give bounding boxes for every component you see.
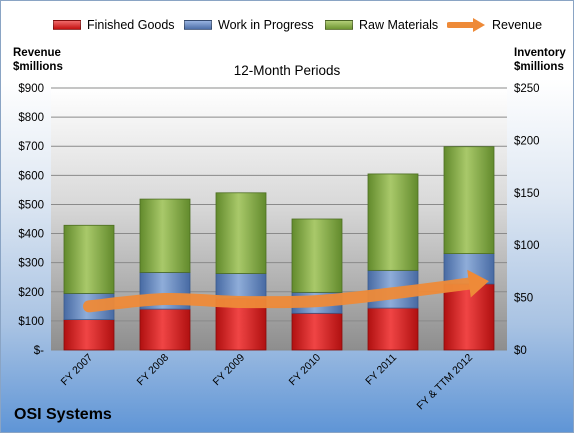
bar-raw-materials — [367, 173, 419, 271]
bar-raw-materials — [139, 198, 191, 273]
legend-label-finished-goods: Finished Goods — [87, 18, 175, 32]
right-axis-title: Inventory $millions — [514, 46, 566, 74]
right-tick-label: $100 — [514, 240, 540, 252]
left-axis-title-line-2: $millions — [13, 61, 63, 73]
legend-item-work-in-progress: Work in Progress — [184, 16, 314, 34]
gridlines — [51, 87, 507, 351]
legend-item-finished-goods: Finished Goods — [53, 16, 175, 34]
legend-swatch-work-in-progress — [184, 20, 212, 30]
bar-finished-goods — [443, 283, 495, 351]
bar-raw-materials — [443, 146, 495, 254]
bar-finished-goods — [367, 307, 419, 351]
left-axis-title: Revenue $millions — [13, 46, 63, 74]
right-axis-title-line-2: $millions — [514, 61, 564, 73]
category-label: FY 2010 — [287, 352, 324, 389]
company-name: OSI Systems — [14, 406, 112, 423]
left-axis-ticks: $- $100 $200 $300 $400 $500 $600 $700 $800 $900 — [18, 83, 44, 357]
bar-finished-goods — [291, 312, 343, 351]
bar-work-in-progress — [443, 253, 495, 285]
right-tick-label: $150 — [514, 188, 540, 200]
left-tick-label: $- — [34, 345, 44, 357]
left-tick-label: $700 — [18, 141, 44, 153]
left-tick-label: $800 — [18, 112, 44, 124]
left-tick-label: $300 — [18, 258, 44, 270]
category-label: FY 2011 — [363, 352, 399, 388]
bar-raw-materials — [63, 224, 115, 294]
chart-subtitle: 12-Month Periods — [233, 63, 341, 78]
category-labels: FY 2007 FY 2008 FY 2009 FY 2010 FY 2011 FY & … — [59, 352, 476, 413]
legend-label-raw-materials: Raw Materials — [359, 18, 439, 32]
right-tick-label: $0 — [514, 345, 527, 357]
left-tick-label: $100 — [18, 316, 44, 328]
left-tick-label: $200 — [18, 287, 44, 299]
category-label: FY 2007 — [59, 352, 96, 389]
legend-item-revenue: Revenue — [447, 16, 542, 34]
category-label: FY 2009 — [211, 352, 248, 389]
right-tick-label: $250 — [514, 83, 540, 95]
bar-finished-goods — [63, 319, 115, 351]
plot-background — [51, 88, 507, 350]
left-axis-title-line-1: Revenue — [13, 47, 61, 59]
left-tick-label: $400 — [18, 229, 44, 241]
left-tick-label: $600 — [18, 170, 44, 182]
right-tick-label: $200 — [514, 135, 540, 147]
category-label: FY 2008 — [135, 352, 172, 389]
right-tick-label: $50 — [514, 293, 533, 305]
revenue-arrowhead — [467, 269, 489, 298]
legend-swatch-raw-materials — [325, 20, 353, 30]
bar-finished-goods — [139, 308, 191, 351]
bar-raw-materials — [215, 192, 267, 274]
bar-raw-materials — [291, 218, 343, 293]
bar-work-in-progress — [215, 273, 267, 300]
legend-swatch-finished-goods — [53, 20, 81, 30]
legend: Finished Goods Work in Progress Raw Mate… — [1, 16, 573, 34]
right-axis-title-line-1: Inventory — [514, 47, 566, 59]
legend-swatch-revenue — [447, 18, 485, 32]
legend-item-raw-materials: Raw Materials — [325, 16, 438, 34]
revenue-series — [83, 269, 489, 313]
left-tick-label: $900 — [18, 83, 44, 95]
revenue-line — [83, 277, 475, 313]
right-axis-ticks: $0 $50 $100 $150 $200 $250 — [514, 83, 540, 357]
left-tick-label: $500 — [18, 199, 44, 211]
legend-label-revenue: Revenue — [492, 18, 543, 32]
category-label: FY & TTM 2012 — [414, 352, 475, 413]
legend-label-work-in-progress: Work in Progress — [218, 18, 314, 32]
